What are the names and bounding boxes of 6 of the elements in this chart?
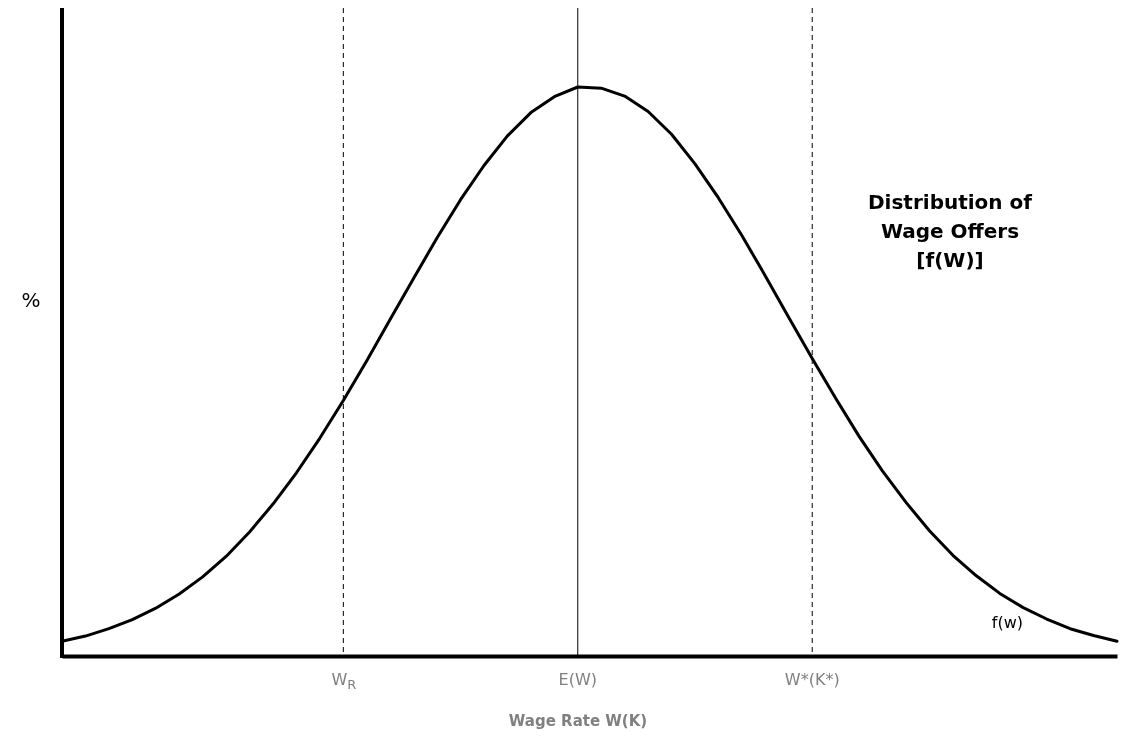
y-axis-title: % [21, 287, 41, 312]
series-label: f(w) [991, 613, 1023, 633]
x-tick-label: E(W) [558, 670, 597, 689]
annotation: Distribution of Wage Offers [f(W)] [868, 190, 1033, 272]
x-axis-title: Wage Rate W(K) [508, 712, 648, 730]
x-tick-label: W*(K*) [784, 670, 840, 689]
